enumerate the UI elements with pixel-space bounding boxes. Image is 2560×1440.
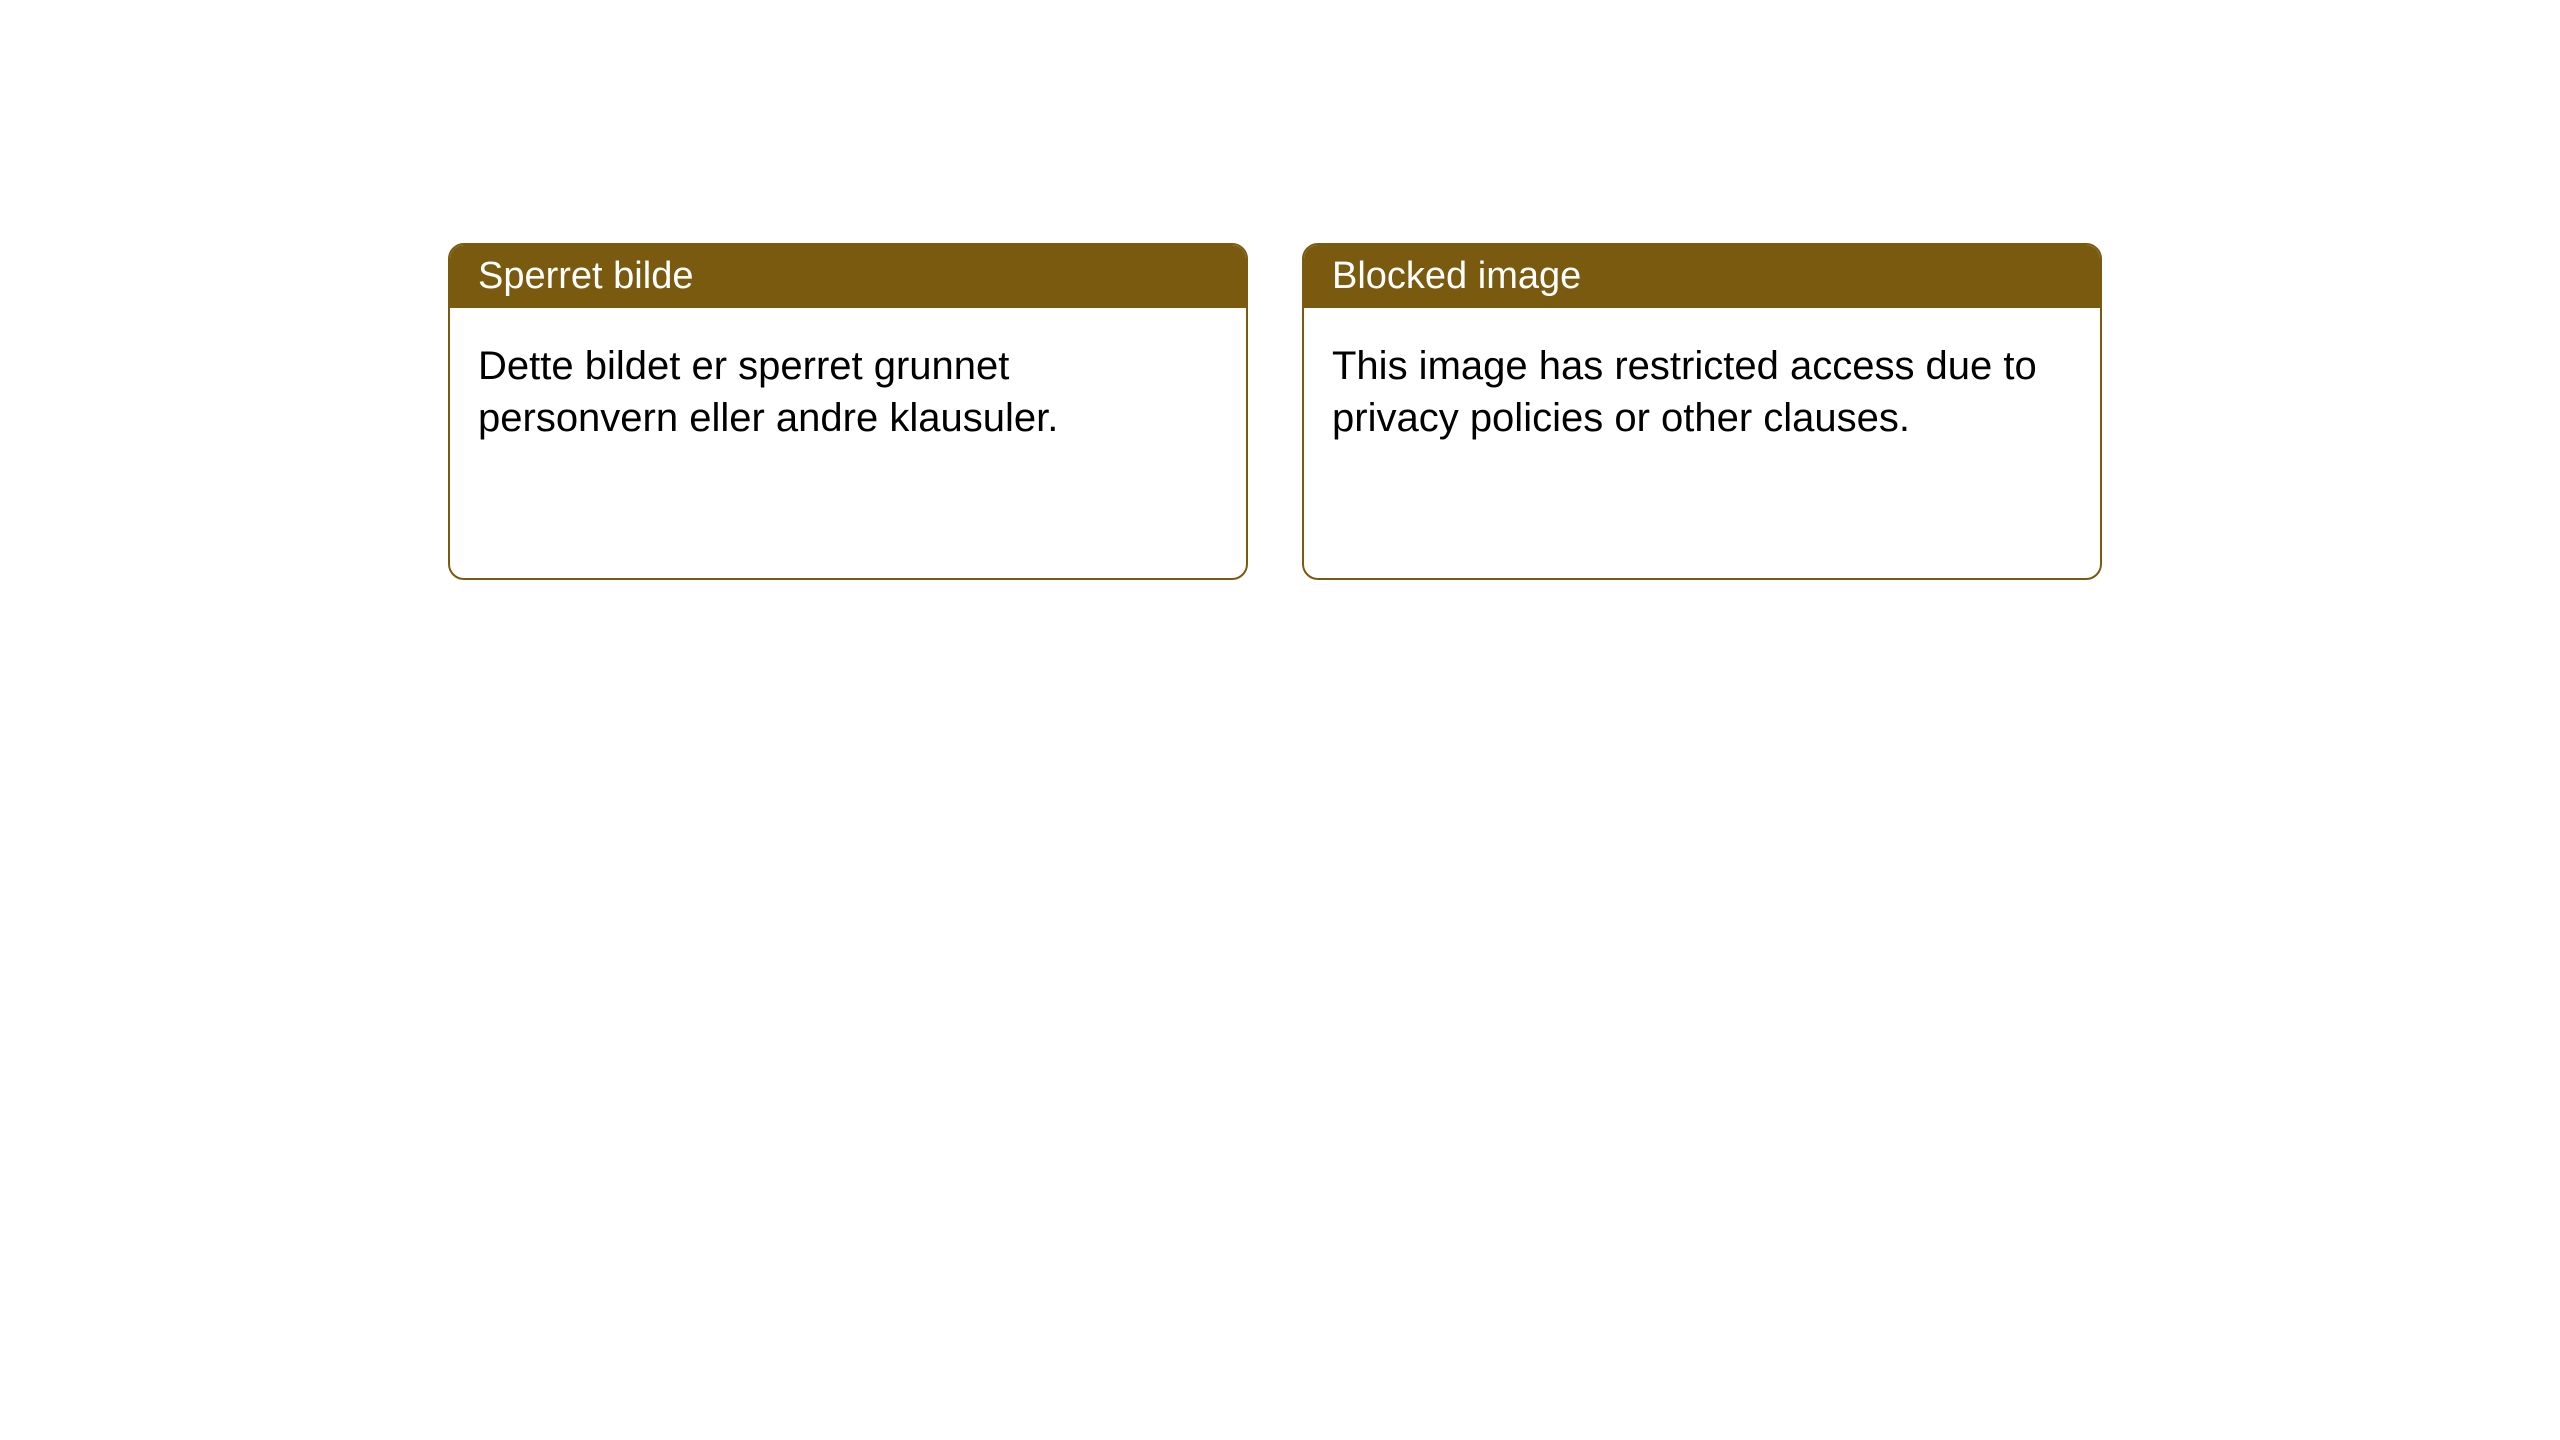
notice-body: This image has restricted access due to … — [1304, 308, 2100, 578]
notice-body: Dette bildet er sperret grunnet personve… — [450, 308, 1246, 578]
notice-card-english: Blocked image This image has restricted … — [1302, 243, 2102, 580]
notice-container: Sperret bilde Dette bildet er sperret gr… — [448, 243, 2102, 580]
notice-card-norwegian: Sperret bilde Dette bildet er sperret gr… — [448, 243, 1248, 580]
notice-header: Sperret bilde — [450, 245, 1246, 308]
notice-header: Blocked image — [1304, 245, 2100, 308]
